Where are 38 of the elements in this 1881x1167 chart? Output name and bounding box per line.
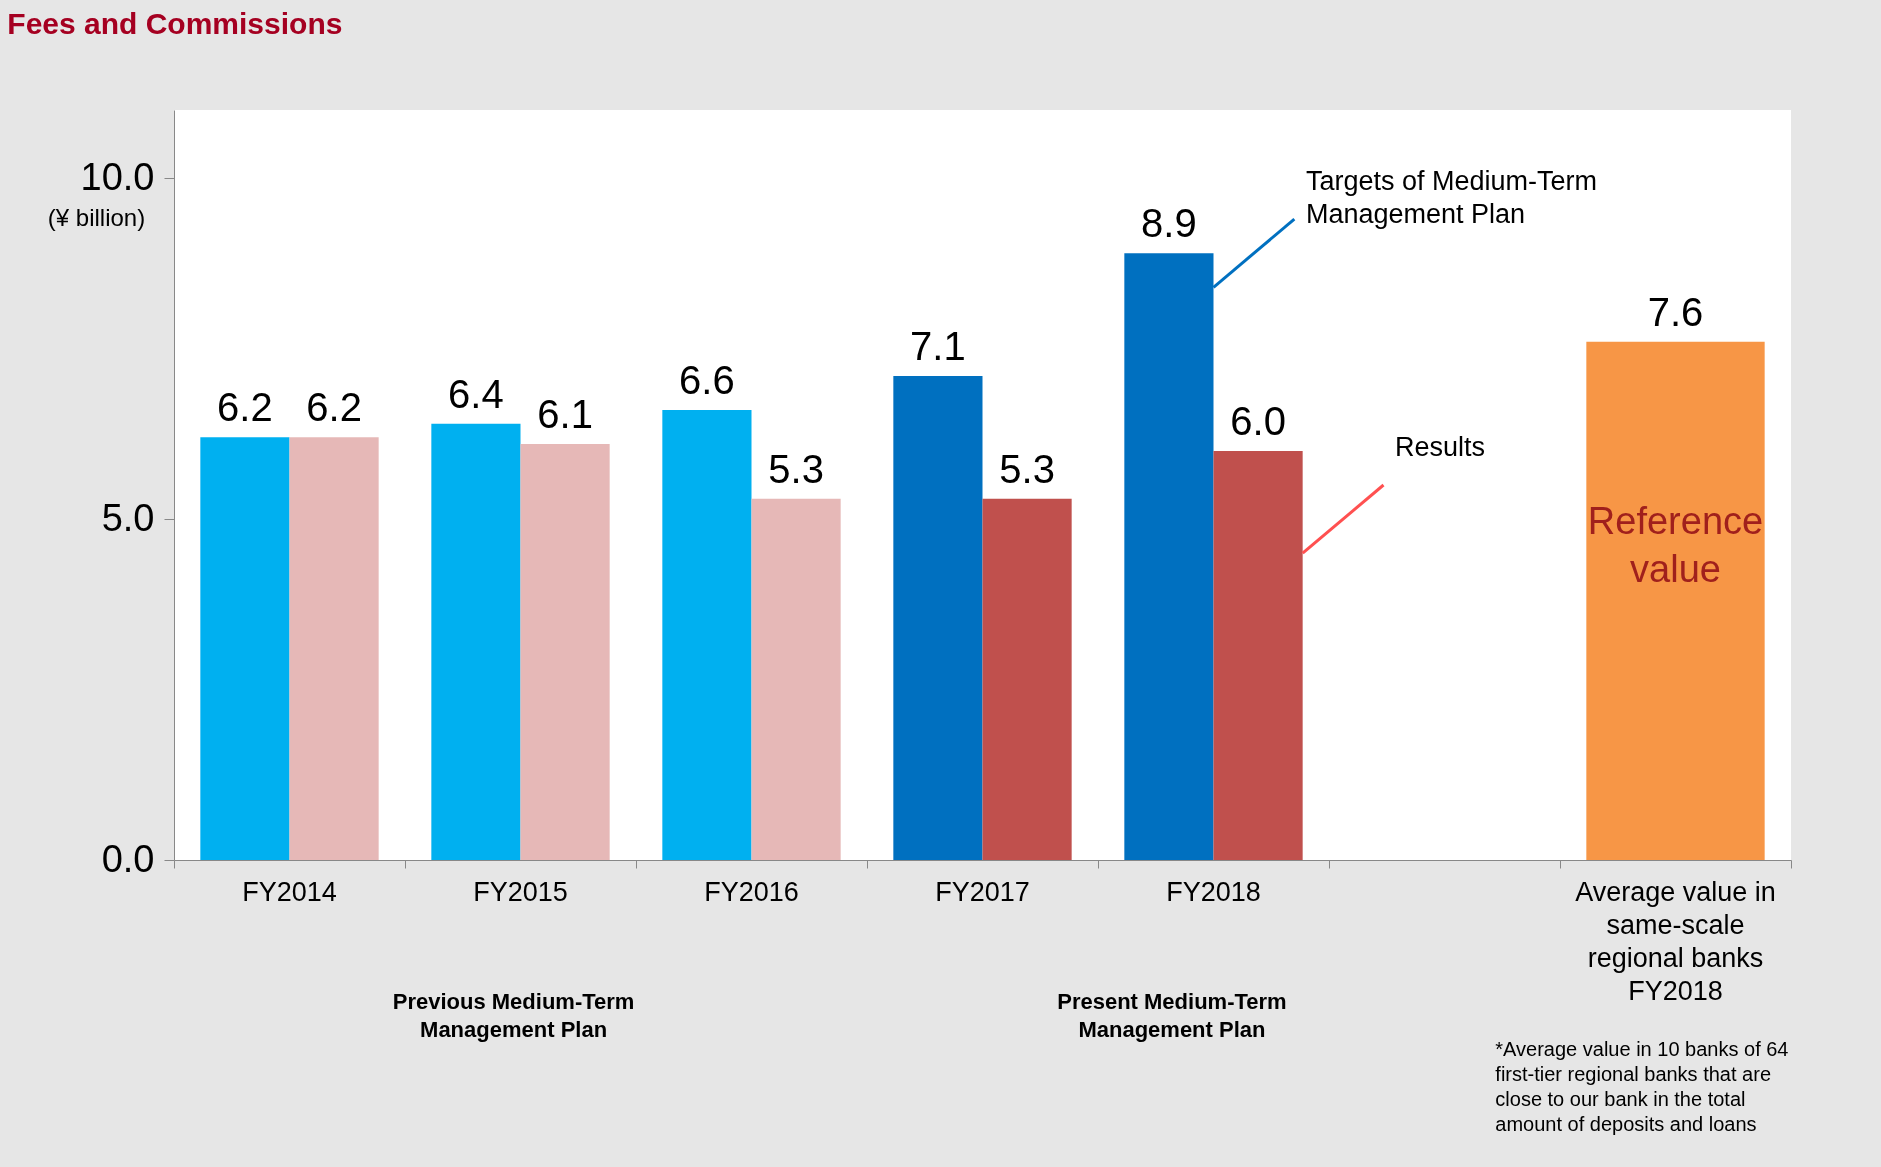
y-tick-label: 0.0 xyxy=(101,837,155,880)
text: Targets of Medium-Term Management Plan xyxy=(1305,165,1597,230)
data-label: 6.4 xyxy=(448,371,504,416)
y-tick-label: 10.0 xyxy=(80,155,155,198)
bar xyxy=(662,410,752,860)
bar xyxy=(982,498,1072,860)
bar xyxy=(431,423,521,860)
bar xyxy=(751,498,841,860)
text: Results xyxy=(1395,431,1486,462)
x-tick-label: FY2018 xyxy=(1166,877,1261,907)
text: Present Medium-Term Management Plan xyxy=(1057,989,1287,1042)
x-tick-label: FY2014 xyxy=(242,877,337,907)
bar xyxy=(289,437,379,860)
x-tick-label: FY2017 xyxy=(935,877,1030,907)
bar xyxy=(1586,341,1765,860)
data-label: 7.1 xyxy=(910,323,966,368)
x-tick-label: FY2015 xyxy=(473,877,568,907)
bar xyxy=(200,437,290,860)
x-tick-label: Average value in same-scale regional banks FY2018 xyxy=(1575,877,1776,1006)
text: Previous Medium-Term Management Plan xyxy=(392,989,635,1042)
x-tick-label: FY2016 xyxy=(704,877,799,907)
data-label: 6.2 xyxy=(217,385,273,430)
data-label: 7.6 xyxy=(1647,289,1704,334)
data-label: 6.6 xyxy=(679,358,735,402)
bar xyxy=(1213,450,1303,860)
data-label: 8.9 xyxy=(1141,201,1197,246)
bar xyxy=(520,444,610,860)
data-label: 5.3 xyxy=(999,446,1055,491)
series-label: Reference value xyxy=(1587,500,1764,590)
data-label: 6.0 xyxy=(1230,398,1286,443)
data-label: 6.1 xyxy=(537,392,593,437)
bar xyxy=(893,375,983,860)
y-axis-title: (¥ billion) xyxy=(47,203,146,231)
data-label: 5.3 xyxy=(768,446,824,491)
text: *Average value in 10 banks of 64 first-tier regional banks that are close to our bank in the total amount of deposits and loans xyxy=(1495,1038,1789,1135)
chart-title: Fees and Commissions xyxy=(7,7,343,40)
data-label: 6.2 xyxy=(306,385,362,430)
y-tick-label: 5.0 xyxy=(101,496,155,539)
